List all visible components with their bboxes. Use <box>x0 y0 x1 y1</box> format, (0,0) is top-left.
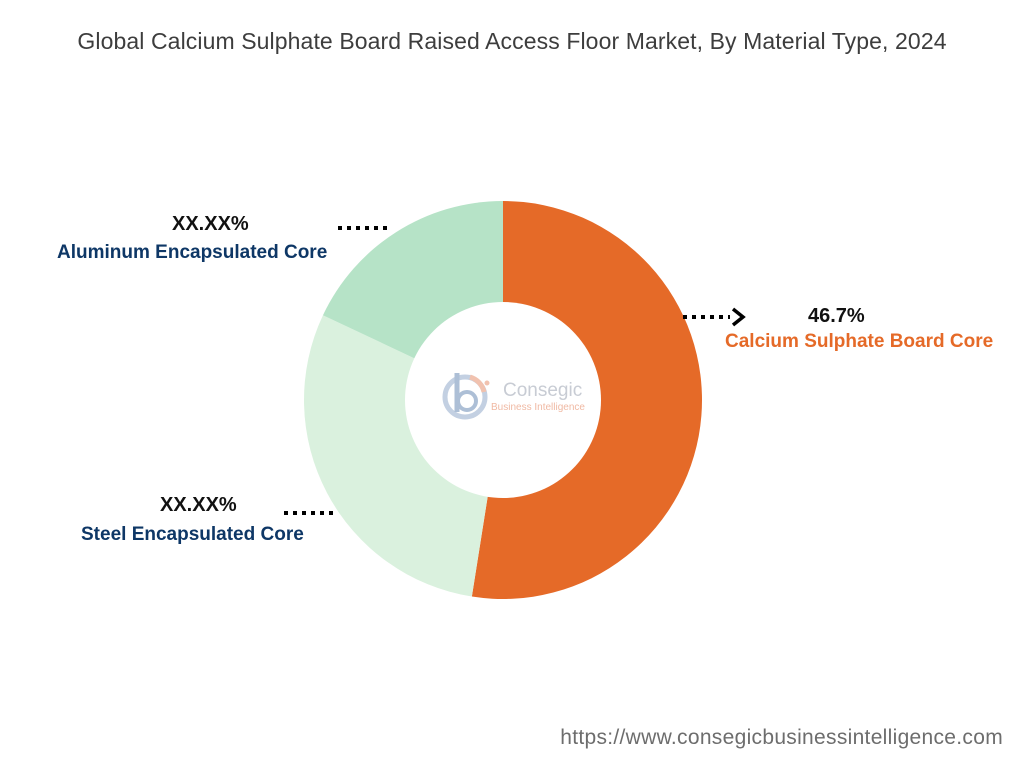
source-url: https://www.consegicbusinessintelligence… <box>560 726 1003 749</box>
calcium-percent-label: 46.7% <box>808 305 865 327</box>
steel-percent-label: XX.XX% <box>160 494 237 516</box>
aluminum-name-label: Aluminum Encapsulated Core <box>57 242 328 263</box>
logo-name: Consegic <box>503 380 583 401</box>
chart-title: Global Calcium Sulphate Board Raised Acc… <box>77 28 947 54</box>
donut-hole <box>405 302 601 498</box>
steel-name-label: Steel Encapsulated Core <box>81 524 304 545</box>
consegic-logo-icon <box>442 373 490 420</box>
aluminum-percent-label: XX.XX% <box>172 213 249 235</box>
leader-arrow-calcium <box>731 307 746 327</box>
calcium-name-label: Calcium Sulphate Board Core <box>725 331 994 352</box>
logo-tagline: Business Intelligence <box>491 402 585 413</box>
